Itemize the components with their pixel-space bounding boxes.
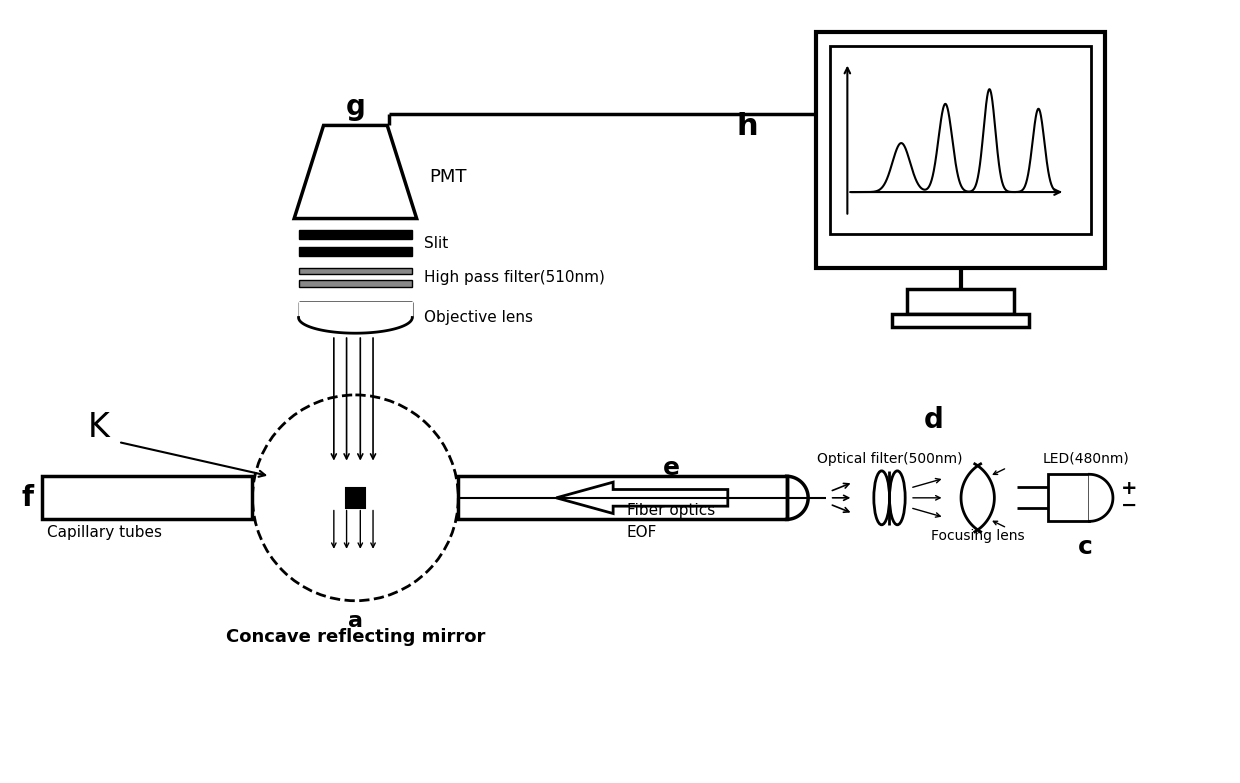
- Bar: [1048, 474, 1090, 521]
- Bar: [830, 46, 1091, 234]
- Bar: [42, 476, 253, 519]
- Text: a: a: [348, 611, 363, 630]
- Bar: [299, 280, 412, 287]
- Bar: [299, 268, 412, 274]
- Text: Objective lens: Objective lens: [424, 310, 533, 325]
- Text: d: d: [924, 406, 944, 434]
- Bar: [346, 488, 366, 507]
- Bar: [299, 230, 412, 239]
- Text: Slit: Slit: [424, 236, 448, 251]
- Ellipse shape: [889, 471, 905, 525]
- Text: h: h: [737, 112, 758, 141]
- Text: K: K: [88, 411, 109, 444]
- Text: Optical filter(500nm): Optical filter(500nm): [817, 452, 962, 466]
- Text: −: −: [1121, 496, 1137, 515]
- Bar: [906, 289, 1014, 313]
- Text: g: g: [346, 92, 366, 121]
- Text: Focusing lens: Focusing lens: [931, 529, 1024, 543]
- Circle shape: [253, 395, 459, 601]
- Polygon shape: [294, 125, 417, 218]
- Bar: [816, 32, 1105, 268]
- Text: Capillary tubes: Capillary tubes: [47, 525, 161, 540]
- Bar: [892, 313, 1029, 327]
- Text: c: c: [1078, 535, 1092, 559]
- Polygon shape: [557, 482, 728, 514]
- Bar: [299, 247, 412, 256]
- Text: LED(480nm): LED(480nm): [1042, 452, 1128, 466]
- Ellipse shape: [874, 471, 889, 525]
- Text: Fiber optics: Fiber optics: [627, 503, 715, 518]
- Bar: [459, 476, 786, 519]
- Text: High pass filter(510nm): High pass filter(510nm): [424, 270, 605, 285]
- Text: EOF: EOF: [627, 525, 657, 540]
- Text: PMT: PMT: [429, 168, 466, 186]
- Polygon shape: [961, 464, 994, 532]
- Text: f: f: [22, 484, 33, 512]
- Text: +: +: [1121, 478, 1137, 497]
- Polygon shape: [1090, 474, 1114, 521]
- Text: Concave reflecting mirror: Concave reflecting mirror: [226, 628, 485, 646]
- Text: e: e: [663, 456, 680, 480]
